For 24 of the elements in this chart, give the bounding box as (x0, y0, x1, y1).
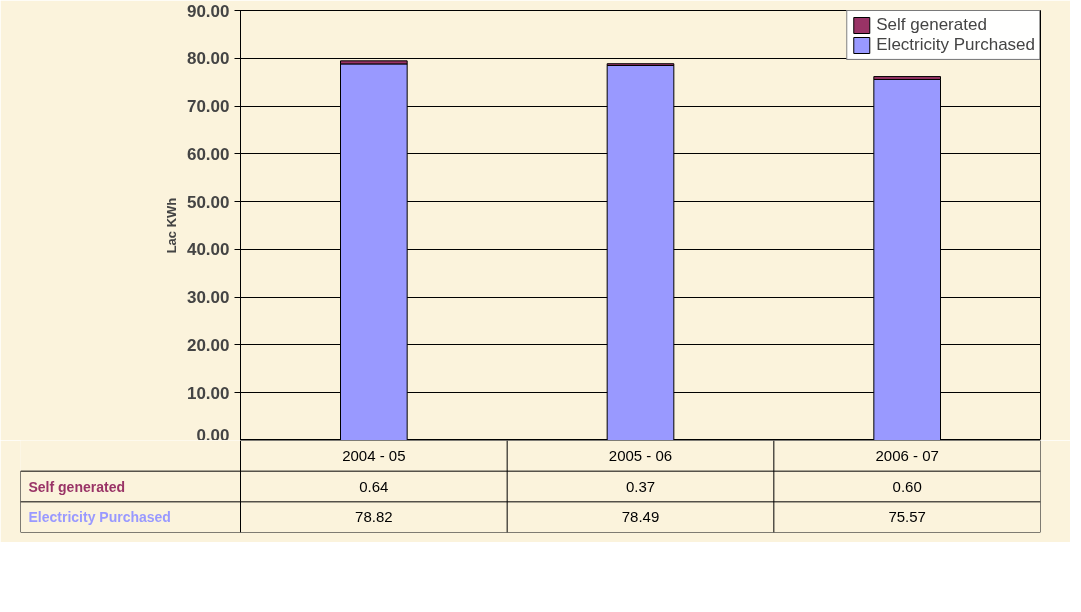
data-label: 78.82 (355, 508, 393, 526)
y-tick-label: 20.00 (186, 335, 230, 355)
y-axis-title: Lac KWh (163, 197, 179, 254)
data-label: 0.37 (625, 477, 656, 495)
y-tick-label: 80.00 (186, 49, 230, 69)
legend-label: Self generated (876, 15, 987, 35)
y-tick-label: 90.00 (186, 1, 230, 21)
y-tick-label: 30.00 (186, 288, 230, 308)
data-label: 75.57 (888, 508, 926, 526)
y-tick-label: 50.00 (186, 192, 230, 212)
y-tick-label: 10.00 (186, 383, 230, 403)
x-tick-label: 2005 - 06 (608, 447, 673, 465)
x-tick-label: 2006 - 07 (875, 447, 939, 465)
y-tick-label: 70.00 (186, 97, 230, 117)
y-tick-label: 40.00 (186, 240, 230, 260)
text: Electricity Purchased (28, 509, 171, 526)
y-tick-label: 0.00 (196, 425, 230, 445)
y-tick-label: 60.00 (186, 144, 230, 164)
legend-label: Electricity Purchased (876, 35, 1035, 55)
text: Self generated (28, 478, 125, 495)
x-tick-label: 2004 - 05 (342, 447, 406, 465)
data-label: 0.64 (359, 477, 389, 495)
data-label: 0.60 (892, 477, 922, 495)
data-label: 78.49 (621, 508, 660, 526)
